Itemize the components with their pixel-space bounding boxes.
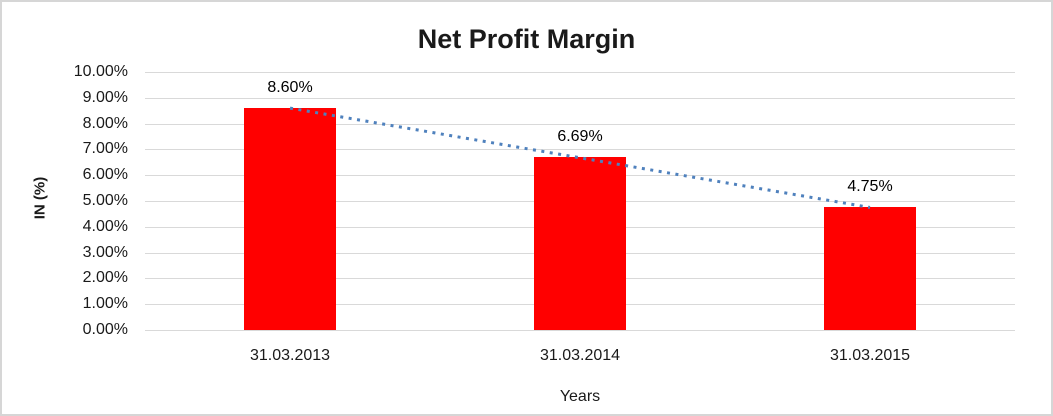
y-tick-label: 10.00% [73,63,128,80]
plot-area: 8.60% 6.69% 4.75% [145,72,1015,331]
y-tick-label: 4.00% [82,217,128,235]
bar-31.03.2014 [534,157,626,330]
data-label: 8.60% [267,79,313,97]
gridline [145,97,1015,99]
bar-31.03.2015 [824,207,916,330]
y-tick-label: 1.00% [82,295,128,313]
y-tick-label: 5.00% [82,192,128,209]
y-tick-label: 2.00% [82,269,128,287]
x-tick-label: 31.03.2013 [249,347,331,364]
x-axis-title: Years [559,388,601,405]
chart-title: Net Profit Margin [417,24,636,54]
data-label: 6.69% [557,128,603,146]
x-tick-label: 31.03.2014 [539,347,621,364]
y-tick-label: 0.00% [82,321,128,338]
gridline [145,330,1015,331]
y-tick-label: 8.00% [82,114,128,132]
y-tick-label: 3.00% [82,243,128,261]
y-tick-label: 6.00% [82,166,128,184]
data-label: 4.75% [847,178,893,196]
x-tick-label: 31.03.2015 [829,347,911,364]
y-tick-label: 7.00% [82,140,128,158]
gridline [145,72,1015,73]
y-tick-label: 9.00% [82,88,128,106]
bar-31.03.2013 [244,108,336,330]
